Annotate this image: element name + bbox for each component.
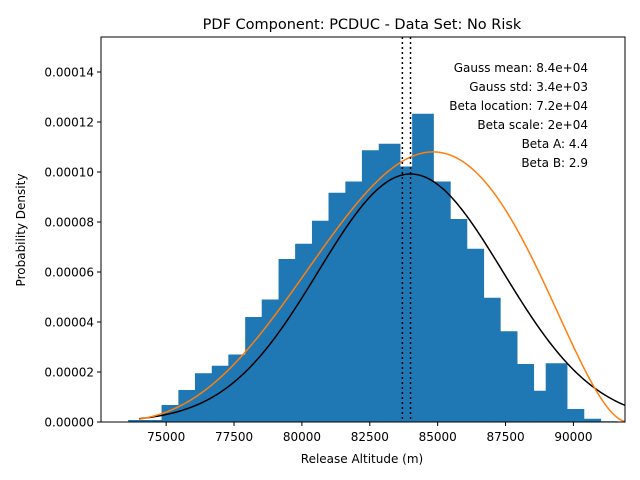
histogram-bar	[395, 166, 418, 422]
histogram-bar	[345, 181, 368, 422]
histogram-bar	[245, 317, 267, 422]
histogram-bar	[495, 331, 518, 422]
histogram-bar	[144, 420, 167, 422]
histogram-bar	[361, 150, 384, 422]
x-tick-label: 77500	[215, 430, 253, 444]
reference-lines	[401, 37, 412, 422]
y-tick-label: 0.00006	[44, 266, 94, 280]
fit-parameter-text: Gauss std: 3.4e+03	[469, 80, 588, 94]
y-tick-label: 0.00014	[44, 66, 94, 80]
histogram-bar	[428, 181, 451, 422]
fit-curves	[138, 151, 625, 422]
y-tick-label: 0.00008	[44, 216, 94, 230]
y-tick-label: 0.00000	[44, 416, 94, 430]
y-tick-label: 0.00012	[44, 116, 94, 130]
histogram-bar	[545, 363, 568, 422]
histogram-bar	[412, 113, 434, 422]
x-tick-label: 82500	[351, 430, 389, 444]
plot-area: 75000 77500 80000 82500 85000 87500 90000 0.00…	[44, 36, 626, 444]
x-tick-label: 90000	[554, 430, 592, 444]
y-axis-label: Probability Density	[14, 174, 28, 287]
x-axis: 75000 77500 80000 82500 85000 87500 90000	[147, 422, 593, 444]
beta-fit-curve	[138, 151, 625, 422]
axes-frame	[100, 36, 626, 423]
histogram-bar	[278, 259, 301, 422]
histogram-bar	[128, 420, 150, 422]
x-tick-label: 85000	[419, 430, 457, 444]
fit-parameter-text: Gauss mean: 8.4e+04	[454, 61, 588, 75]
fit-parameter-text: Beta scale: 2e+04	[477, 118, 588, 132]
histogram-bar	[562, 409, 585, 422]
histogram-bar	[378, 143, 401, 422]
gauss-fit-curve	[138, 173, 625, 420]
fit-parameter-text: Beta location: 7.2e+04	[449, 99, 588, 113]
x-tick-label: 75000	[147, 430, 185, 444]
chart-title: PDF Component: PCDUC - Data Set: No Risk	[203, 17, 522, 33]
histogram-bar	[295, 243, 317, 422]
x-tick-label: 87500	[486, 430, 524, 444]
y-axis: 0.00000 0.00002 0.00004 0.00006 0.00008 0.000…	[44, 66, 101, 430]
y-tick-label: 0.00004	[44, 316, 94, 330]
histogram-bar	[311, 220, 334, 422]
histogram-bar	[512, 364, 535, 422]
histogram-bar	[445, 219, 468, 422]
y-tick-label: 0.00010	[44, 166, 94, 180]
fit-parameter-text: Beta B: 2.9	[521, 156, 588, 170]
histogram-bars	[128, 113, 618, 422]
x-axis-label: Release Altitude (m)	[301, 452, 423, 466]
histogram-bar	[228, 354, 251, 422]
fit-parameter-text: Beta A: 4.4	[522, 137, 588, 151]
histogram-bar	[462, 248, 485, 422]
y-tick-label: 0.00002	[44, 366, 94, 380]
fit-parameters-annotation: Gauss mean: 8.4e+04 Gauss std: 3.4e+03 Bet…	[449, 61, 588, 170]
histogram-bar	[261, 299, 284, 422]
histogram-bar	[328, 192, 351, 422]
histogram-bar	[478, 297, 501, 422]
histogram-bar	[529, 390, 551, 422]
histogram-bar	[579, 418, 602, 422]
x-tick-label: 80000	[283, 430, 321, 444]
